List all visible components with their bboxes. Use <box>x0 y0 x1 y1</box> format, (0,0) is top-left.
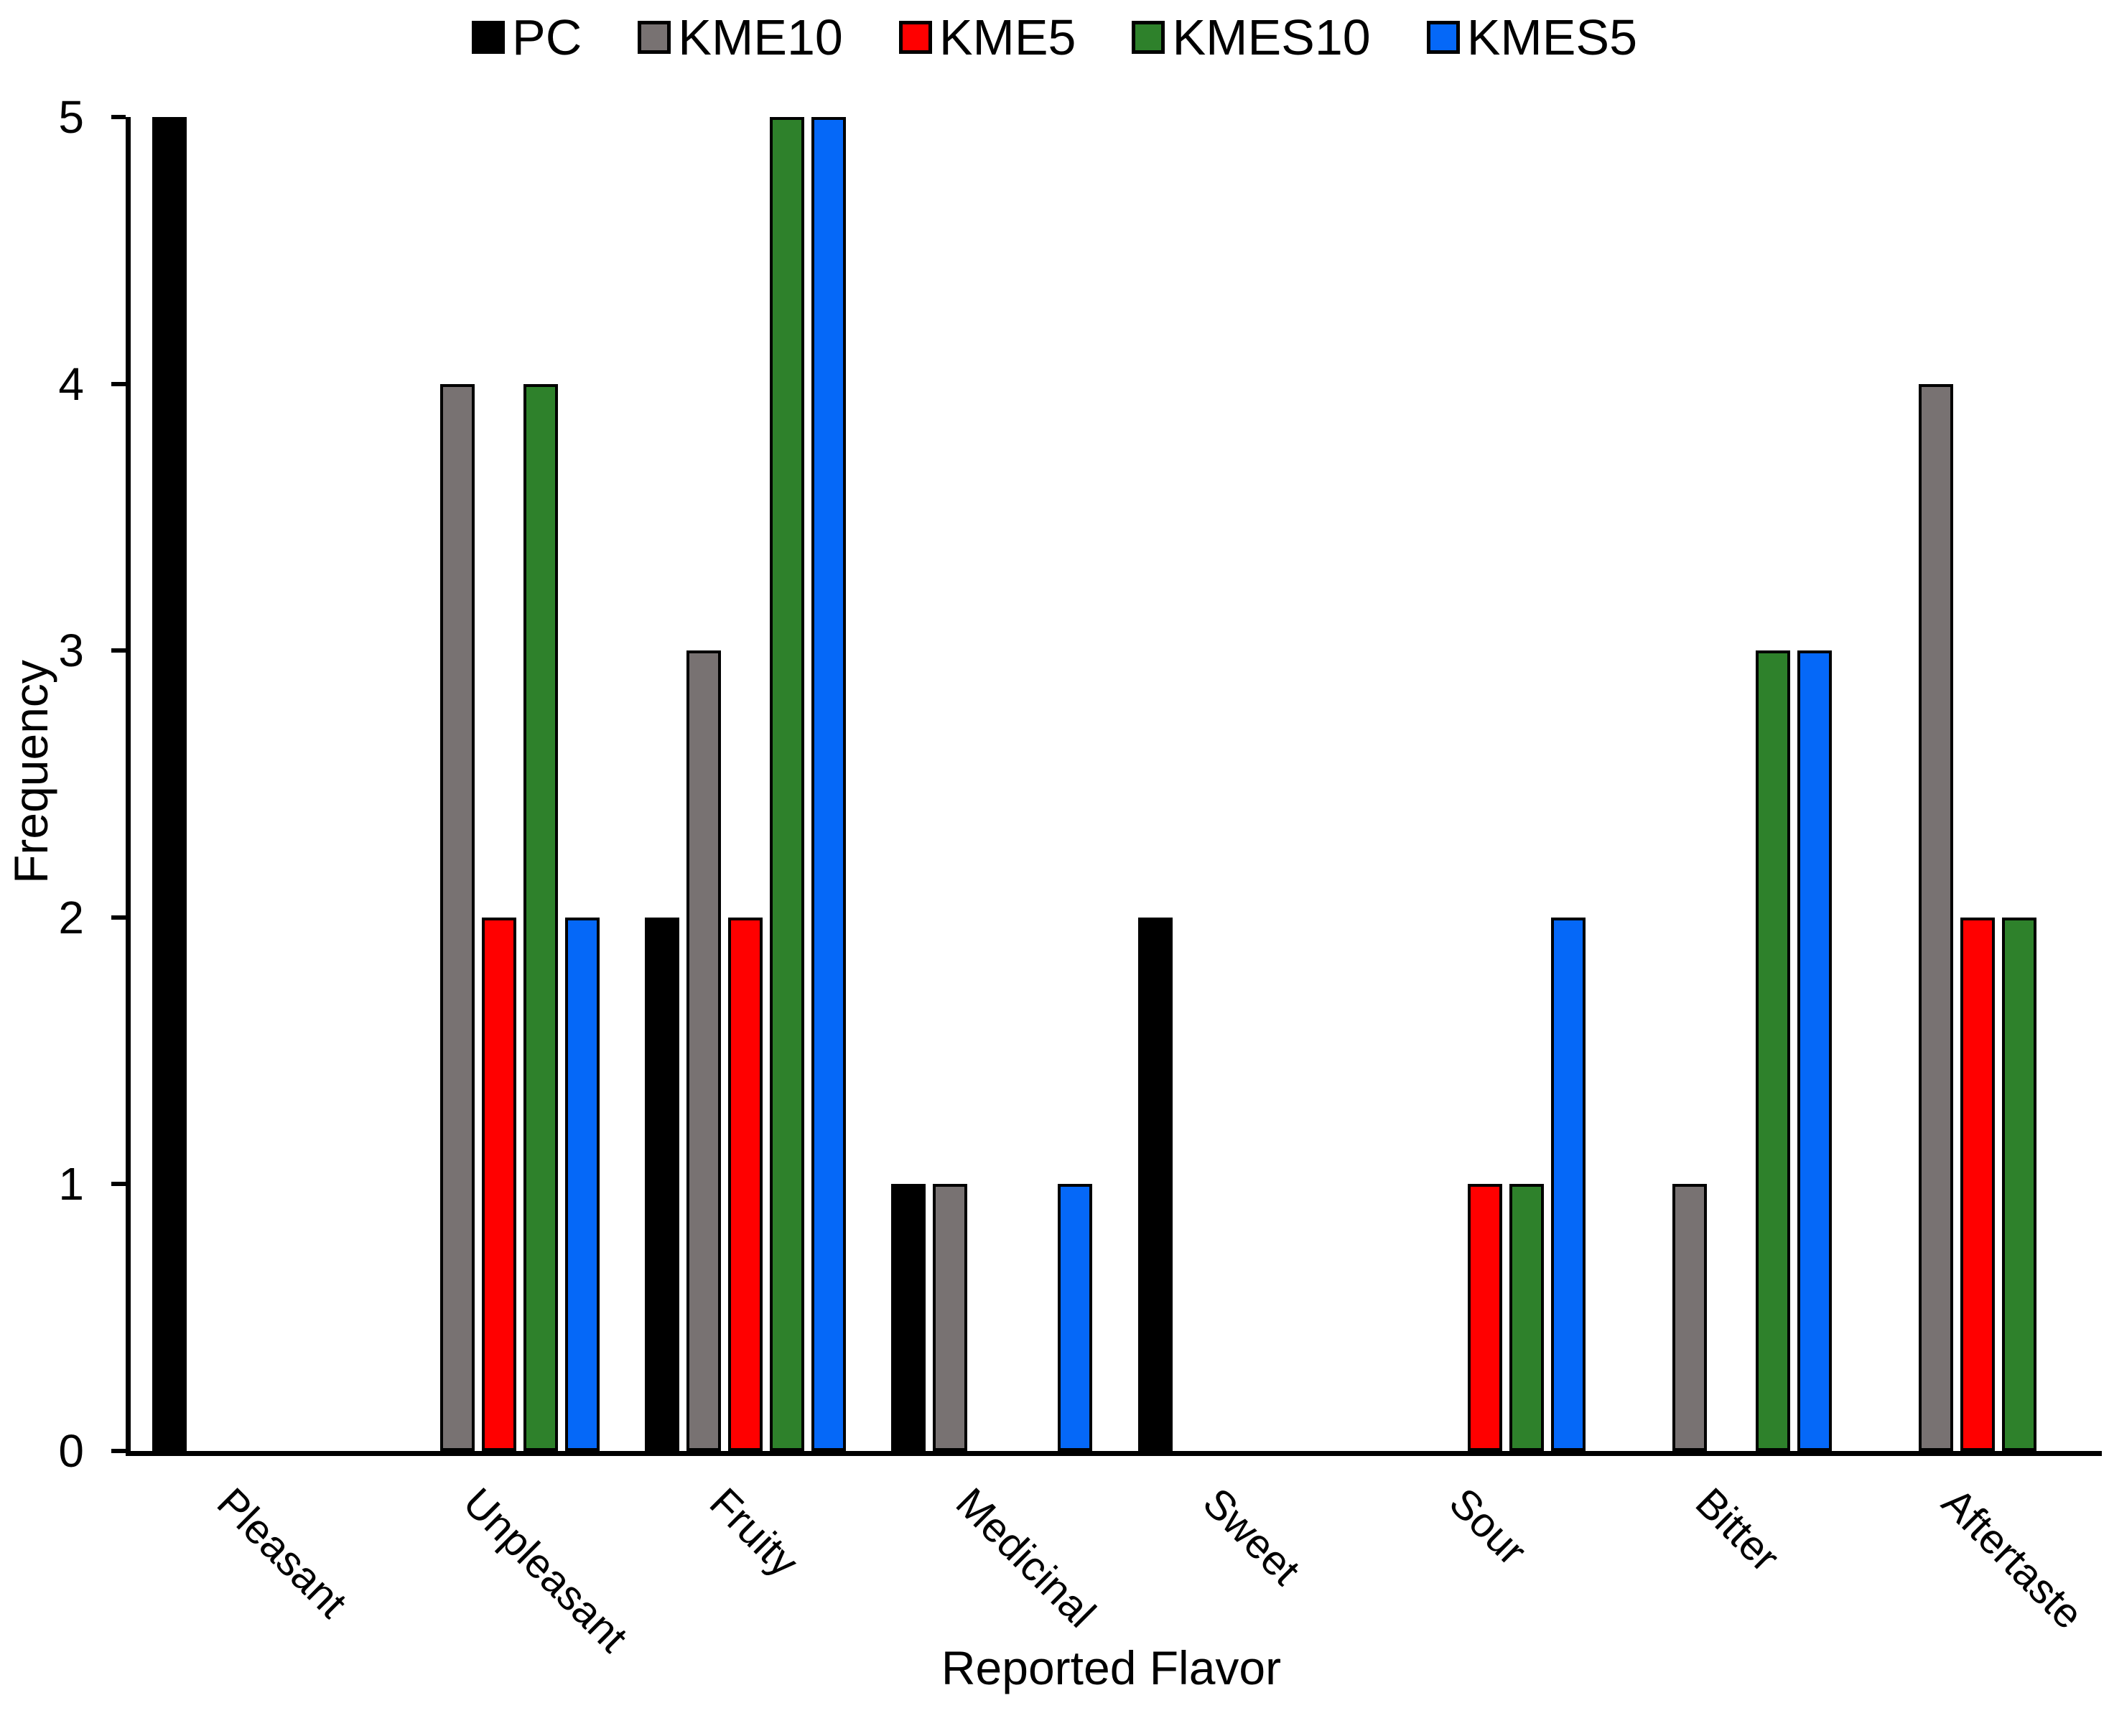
y-tick-mark-1 <box>111 1182 126 1187</box>
bar-KME5-sour <box>1467 1184 1502 1451</box>
legend: PC KME10 KME5 KMES10 KMES5 <box>0 1 2109 73</box>
y-tick-label-0: 0 <box>58 1425 84 1477</box>
bar-KME10-medicinal <box>933 1184 968 1451</box>
y-axis-title: Frequency <box>4 660 57 884</box>
bar-KME10-fruity <box>686 650 722 1451</box>
legend-label: KMES5 <box>1466 9 1637 65</box>
x-category-label-pleasant: Pleasant <box>208 1479 356 1627</box>
y-tick-mark-2 <box>111 915 126 920</box>
y-tick-mark-5 <box>111 115 126 119</box>
legend-swatch-KMES5 <box>1426 21 1460 54</box>
x-category-label-unpleasant: Unpleasant <box>454 1479 637 1661</box>
bar-KMES10-bitter <box>1755 650 1790 1451</box>
bar-KMES10-unpleasant <box>523 383 559 1451</box>
bar-KMES5-bitter <box>1797 650 1832 1451</box>
legend-swatch-KME10 <box>638 21 671 54</box>
plot-area: 0 1 2 3 4 5 <box>58 94 2102 1474</box>
x-category-label-sour: Sour <box>1440 1479 1536 1574</box>
legend-label: KMES10 <box>1172 9 1371 65</box>
legend-swatch-PC <box>472 21 505 54</box>
bar-KME5-unpleasant <box>482 917 517 1451</box>
legend-item-KME10: KME10 <box>638 12 843 62</box>
bar-PC-fruity <box>645 917 680 1451</box>
bar-KMES10-fruity <box>770 117 805 1451</box>
legend-label: KME5 <box>939 9 1076 65</box>
y-tick-label-3: 3 <box>58 625 84 677</box>
legend-swatch-KMES10 <box>1132 21 1165 54</box>
y-tick-label-1: 1 <box>58 1158 84 1210</box>
x-category-label-sweet: Sweet <box>1193 1479 1309 1595</box>
bar-PC-sweet <box>1137 917 1173 1451</box>
x-category-label-bitter: Bitter <box>1686 1479 1789 1581</box>
bar-KME5-fruity <box>728 917 763 1451</box>
y-tick-mark-4 <box>111 381 126 386</box>
bar-KMES5-fruity <box>811 117 847 1451</box>
bar-KME10-unpleasant <box>440 383 475 1451</box>
legend-swatch-KME5 <box>898 21 932 54</box>
y-tick-label-5: 5 <box>58 91 84 143</box>
bar-KMES10-aftertaste <box>2001 917 2036 1451</box>
y-tick-label-2: 2 <box>58 891 84 943</box>
bar-KMES5-sour <box>1550 917 1586 1451</box>
x-category-label-aftertaste: Aftertaste <box>1932 1479 2092 1638</box>
bar-KME10-bitter <box>1672 1184 1707 1451</box>
bar-KMES10-sour <box>1509 1184 1544 1451</box>
x-category-label-medicinal: Medicinal <box>947 1479 1105 1637</box>
y-tick-mark-3 <box>111 648 126 653</box>
legend-label: PC <box>512 9 582 65</box>
legend-item-KMES10: KMES10 <box>1132 9 1371 65</box>
bar-PC-medicinal <box>891 1184 926 1451</box>
bar-KMES5-medicinal <box>1058 1184 1093 1451</box>
x-axis-title: Reported Flavor <box>941 1641 1282 1694</box>
legend-item-PC: PC <box>472 12 582 62</box>
legend-item-KME5: KME5 <box>898 9 1076 65</box>
bar-KME10-aftertaste <box>1918 383 1953 1451</box>
y-tick-mark-0 <box>111 1449 126 1453</box>
y-tick-label-4: 4 <box>58 358 84 410</box>
bar-KMES5-unpleasant <box>565 917 600 1451</box>
legend-item-KMES5: KMES5 <box>1426 9 1637 65</box>
x-category-label-fruity: Fruity <box>701 1479 808 1586</box>
bar-KME5-aftertaste <box>1960 917 1995 1451</box>
legend-label: KME10 <box>678 9 843 65</box>
bar-PC-pleasant <box>152 117 187 1451</box>
